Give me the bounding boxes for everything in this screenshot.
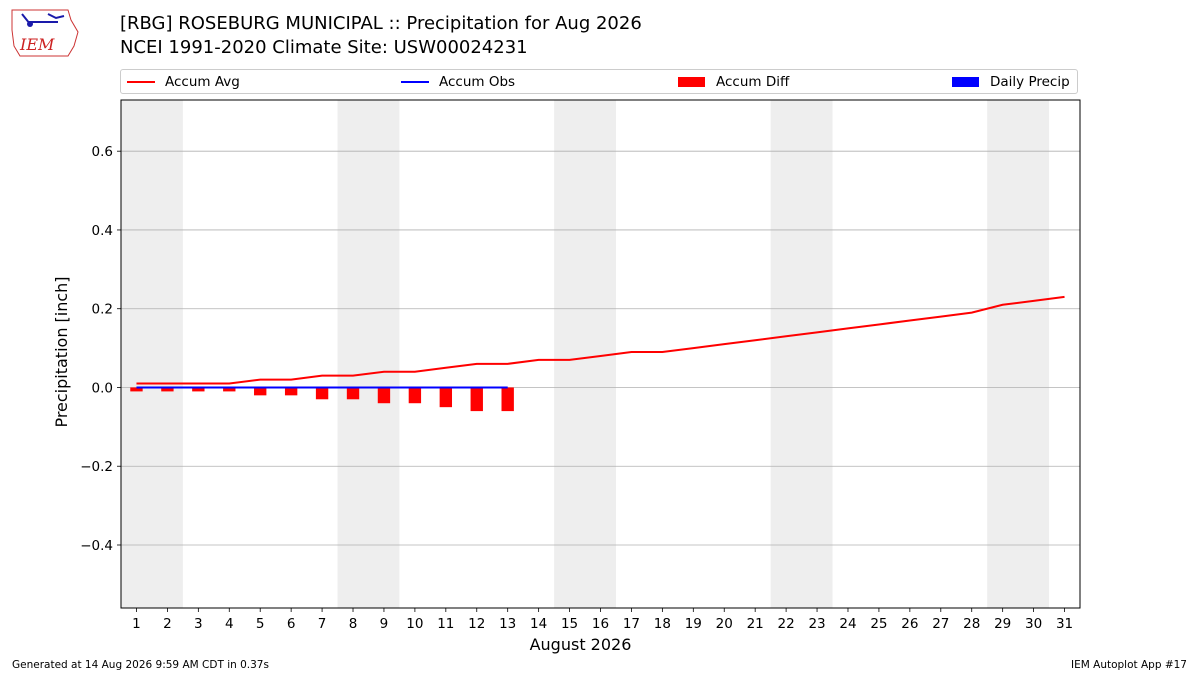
accum-diff-bar — [501, 387, 514, 412]
accum-diff-bar — [192, 387, 205, 392]
weekend-shade-4 — [987, 100, 1050, 608]
x-tick-label: 31 — [1056, 616, 1073, 632]
x-tick-label: 28 — [963, 616, 980, 632]
x-tick-label: 15 — [561, 616, 578, 632]
y-tick-label: 0.6 — [92, 144, 113, 160]
x-tick-label: 23 — [808, 616, 825, 632]
legend-swatch-daily-precip — [952, 76, 979, 87]
x-tick-label: 21 — [747, 616, 764, 632]
generated-footer: Generated at 14 Aug 2026 9:59 AM CDT in … — [12, 659, 269, 671]
x-tick-label: 20 — [716, 616, 733, 632]
accum-diff-bar — [439, 387, 453, 408]
y-tick-label: 0.0 — [92, 380, 113, 396]
legend: Accum Avg Accum Obs Accum Diff Daily Pre… — [120, 69, 1078, 94]
accum-diff-bar — [161, 387, 174, 392]
legend-label-accum-obs: Accum Obs — [439, 73, 516, 90]
x-tick-label: 5 — [256, 616, 265, 632]
x-tick-label: 14 — [530, 616, 547, 632]
x-axis-label: August 2026 — [530, 635, 632, 654]
legend-item-daily-precip: Daily Precip — [952, 70, 1070, 93]
x-tick-label: 19 — [685, 616, 702, 632]
accum-diff-bar — [223, 387, 236, 392]
accum-diff-bar — [130, 387, 143, 392]
x-tick-label: 6 — [287, 616, 296, 632]
iem-logo: IEM — [11, 9, 79, 57]
accum-avg-line — [136, 295, 1065, 385]
weekend-shade-3 — [770, 100, 833, 608]
accum-diff-bar — [408, 387, 422, 404]
legend-label-accum-avg: Accum Avg — [165, 73, 240, 90]
y-tick-label: 0.2 — [92, 302, 113, 318]
accum-diff-bar — [377, 387, 391, 404]
logo-text: IEM — [19, 35, 55, 54]
accum-diff-bar — [315, 387, 329, 400]
iowa-outline-shape — [11, 9, 79, 57]
weekend-shade-0 — [121, 100, 183, 608]
weekend-shade-1 — [337, 100, 400, 608]
legend-item-accum-obs: Accum Obs — [401, 70, 515, 93]
x-tick-label: 25 — [870, 616, 887, 632]
x-tick-label: 17 — [623, 616, 640, 632]
plot-frame — [120, 99, 1081, 609]
weekend-shade-2 — [554, 100, 616, 608]
station-dot-icon — [27, 21, 33, 27]
x-tick-label: 2 — [163, 616, 172, 632]
legend-swatch-accum-obs — [401, 80, 429, 83]
x-tick-label: 27 — [932, 616, 949, 632]
x-tick-label: 29 — [994, 616, 1011, 632]
legend-label-daily-precip: Daily Precip — [990, 73, 1070, 90]
x-tick-label: 9 — [380, 616, 389, 632]
legend-label-accum-diff: Accum Diff — [716, 73, 790, 90]
accum-diff-bar — [284, 387, 298, 396]
x-tick-label: 10 — [406, 616, 423, 632]
legend-swatch-accum-diff — [678, 76, 705, 87]
x-tick-label: 30 — [1025, 616, 1042, 632]
x-tick-label: 12 — [468, 616, 485, 632]
x-tick-label: 1 — [132, 616, 141, 632]
x-tick-label: 22 — [778, 616, 795, 632]
x-tick-label: 3 — [194, 616, 203, 632]
y-axis-label: Precipitation [inch] — [52, 276, 71, 427]
accum-diff-bar — [470, 387, 483, 412]
x-tick-label: 13 — [499, 616, 516, 632]
legend-item-accum-diff: Accum Diff — [678, 70, 789, 93]
y-tick-label: 0.4 — [92, 223, 113, 239]
legend-swatch-accum-avg — [127, 80, 155, 83]
chart-title: [RBG] ROSEBURG MUNICIPAL :: Precipitatio… — [120, 13, 642, 34]
x-tick-label: 11 — [437, 616, 454, 632]
x-tick-label: 26 — [901, 616, 918, 632]
x-tick-label: 24 — [839, 616, 856, 632]
y-tick-label: −0.4 — [80, 538, 113, 554]
x-tick-label: 18 — [654, 616, 671, 632]
x-tick-label: 8 — [349, 616, 358, 632]
accum-diff-bar — [346, 387, 360, 400]
legend-item-accum-avg: Accum Avg — [127, 70, 240, 93]
x-tick-label: 4 — [225, 616, 234, 632]
chart-subtitle: NCEI 1991-2020 Climate Site: USW00024231 — [120, 37, 528, 58]
x-tick-label: 7 — [318, 616, 327, 632]
app-footer: IEM Autoplot App #17 — [1071, 659, 1187, 671]
accum-diff-bar — [254, 387, 267, 396]
y-tick-label: −0.2 — [80, 459, 113, 475]
x-tick-label: 16 — [592, 616, 609, 632]
